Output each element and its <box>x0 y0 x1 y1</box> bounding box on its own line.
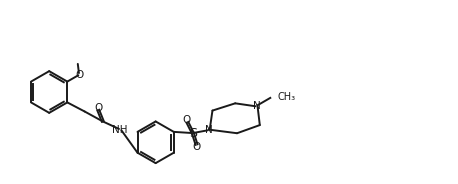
Text: N: N <box>253 101 261 111</box>
Text: CH₃: CH₃ <box>277 92 295 102</box>
Text: O: O <box>183 115 191 125</box>
Text: O: O <box>193 142 201 152</box>
Text: S: S <box>189 127 197 140</box>
Text: O: O <box>94 103 103 113</box>
Text: NH: NH <box>112 125 128 135</box>
Text: O: O <box>75 70 83 80</box>
Text: N: N <box>205 125 213 135</box>
